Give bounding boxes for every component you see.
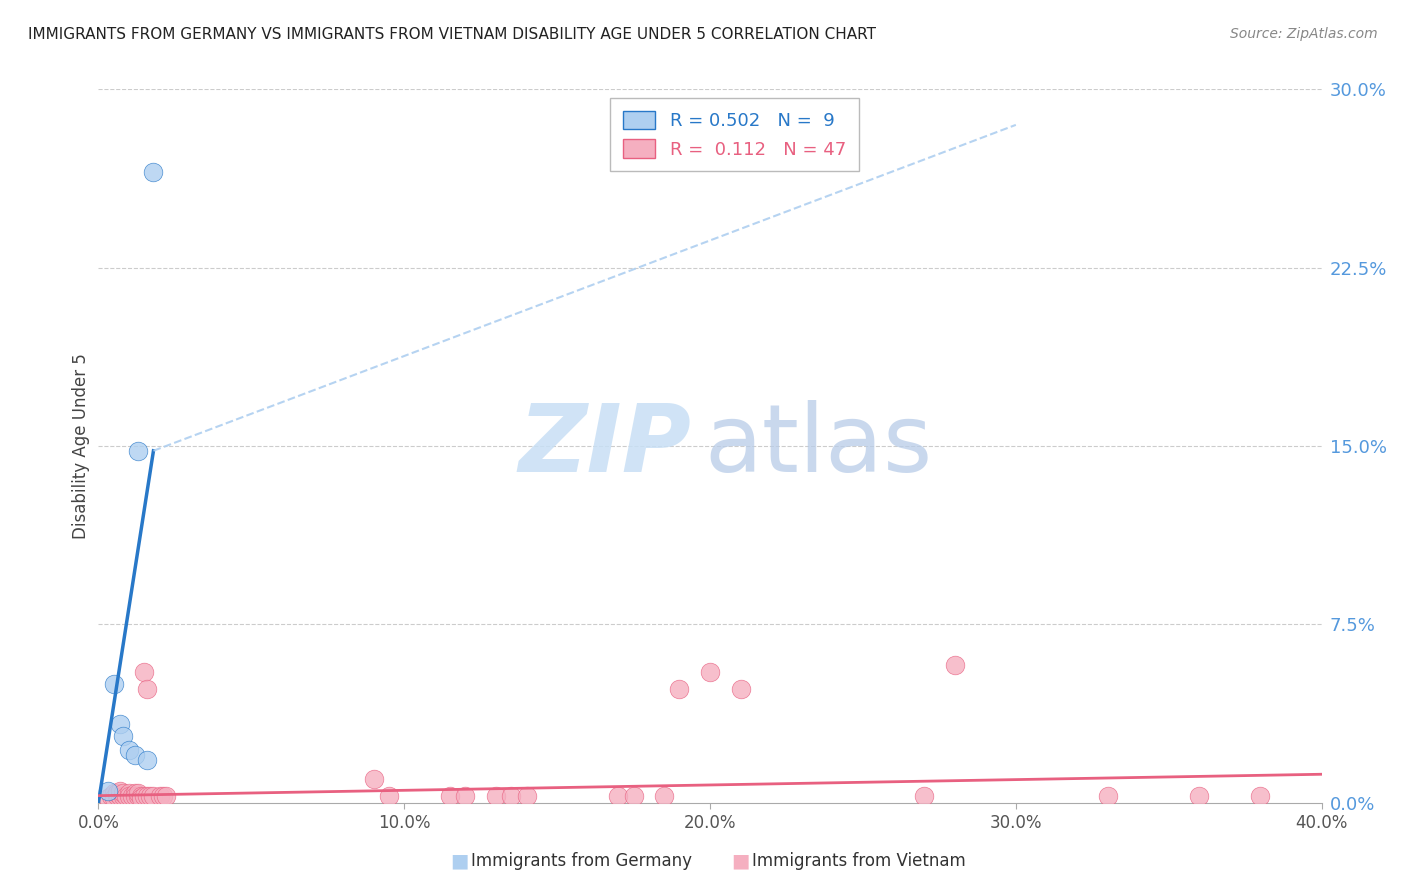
Point [127, 443, 149, 458]
Point [103, 786, 125, 800]
Point [142, 789, 165, 803]
Point [439, 789, 461, 803]
Point [652, 789, 675, 803]
Point [118, 786, 141, 800]
Point [1188, 789, 1211, 803]
Point [607, 789, 630, 803]
Y-axis label: Disability Age Under 5: Disability Age Under 5 [72, 353, 90, 539]
Point [152, 789, 174, 803]
Point [111, 786, 134, 800]
Point [943, 657, 966, 672]
Point [103, 677, 125, 691]
Point [142, 165, 165, 179]
Point [129, 789, 152, 803]
Point [127, 786, 149, 800]
Point [97, 791, 120, 805]
Point [103, 791, 125, 805]
Point [118, 743, 141, 757]
Point [136, 753, 159, 767]
Point [623, 789, 645, 803]
Point [105, 789, 128, 803]
Legend: R = 0.502   N =  9, R =  0.112   N = 47: R = 0.502 N = 9, R = 0.112 N = 47 [610, 98, 859, 171]
Point [485, 789, 508, 803]
Point [134, 665, 156, 679]
Point [1097, 789, 1119, 803]
Point [118, 789, 141, 803]
Point [134, 789, 156, 803]
Point [97, 784, 120, 798]
Point [136, 681, 159, 696]
Point [124, 748, 146, 763]
Point [149, 789, 172, 803]
Point [155, 789, 177, 803]
Text: atlas: atlas [704, 400, 932, 492]
Point [378, 789, 401, 803]
Text: Source: ZipAtlas.com: Source: ZipAtlas.com [1230, 27, 1378, 41]
Point [100, 789, 122, 803]
Point [139, 789, 162, 803]
Point [124, 789, 146, 803]
Point [912, 789, 935, 803]
Point [111, 729, 134, 743]
Point [129, 791, 152, 805]
Point [699, 665, 721, 679]
Point [136, 789, 159, 803]
Point [111, 789, 134, 803]
Point [501, 789, 523, 803]
Text: IMMIGRANTS FROM GERMANY VS IMMIGRANTS FROM VIETNAM DISABILITY AGE UNDER 5 CORREL: IMMIGRANTS FROM GERMANY VS IMMIGRANTS FR… [28, 27, 876, 42]
Text: Immigrants from Germany: Immigrants from Germany [471, 852, 692, 870]
Point [108, 784, 131, 798]
Point [363, 772, 385, 786]
Point [454, 789, 477, 803]
Point [115, 789, 138, 803]
Text: Immigrants from Vietnam: Immigrants from Vietnam [752, 852, 966, 870]
Point [1249, 789, 1271, 803]
Text: ■: ■ [731, 851, 749, 871]
Point [108, 717, 131, 731]
Text: ■: ■ [450, 851, 468, 871]
Point [730, 681, 752, 696]
Point [108, 789, 131, 803]
Text: ZIP: ZIP [519, 400, 692, 492]
Point [127, 789, 149, 803]
Point [105, 786, 128, 800]
Point [124, 786, 146, 800]
Point [121, 789, 143, 803]
Point [516, 789, 538, 803]
Point [668, 681, 690, 696]
